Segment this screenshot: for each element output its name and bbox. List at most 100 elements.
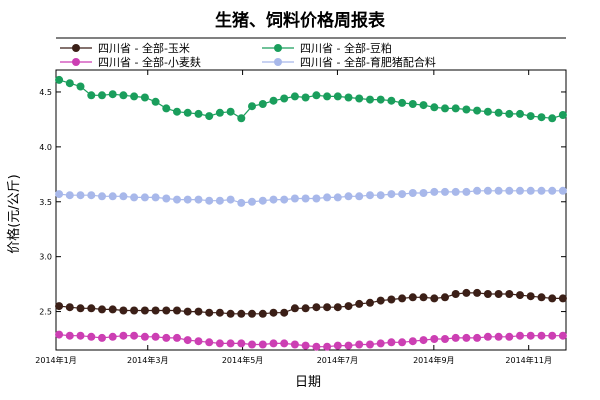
data-point: [537, 113, 546, 122]
data-point: [441, 104, 449, 113]
data-point: [387, 338, 396, 347]
data-point: [130, 306, 139, 315]
data-point: [355, 299, 364, 308]
data-point: [183, 307, 192, 316]
data-point: [473, 186, 482, 195]
data-point: [344, 93, 353, 102]
data-point: [441, 187, 449, 196]
data-point: [280, 308, 289, 317]
data-point: [248, 309, 256, 318]
data-point: [215, 339, 224, 348]
data-point: [387, 190, 396, 199]
data-point: [323, 303, 332, 312]
data-point: [194, 195, 203, 204]
data-point: [76, 304, 85, 313]
data-point: [333, 341, 342, 350]
data-point: [558, 331, 567, 340]
data-point: [441, 335, 449, 343]
data-point: [462, 288, 471, 297]
data-point: [526, 331, 535, 340]
data-point: [130, 92, 139, 101]
data-point: [119, 306, 128, 315]
data-point: [215, 108, 224, 117]
data-point: [151, 97, 160, 106]
data-point: [430, 187, 439, 196]
data-point: [430, 335, 439, 343]
data-point: [344, 192, 353, 201]
data-point: [205, 196, 214, 205]
data-point: [55, 330, 64, 339]
data-point: [408, 100, 417, 108]
x-axis-label: 日期: [295, 375, 321, 390]
data-point: [548, 331, 557, 340]
data-point: [505, 332, 514, 341]
data-point: [76, 191, 85, 200]
data-point: [215, 308, 224, 317]
data-point: [366, 298, 374, 307]
series-layer: [55, 75, 567, 351]
data-point: [65, 79, 74, 88]
data-point: [119, 331, 128, 340]
legend-item: 四川省 - 全部-育肥猪配合料: [262, 55, 436, 69]
data-point: [226, 309, 235, 318]
data-point: [301, 341, 310, 350]
data-point: [76, 82, 85, 91]
y-tick-label: 2.5: [39, 308, 52, 317]
data-point: [516, 291, 524, 300]
legend-label: 四川省 - 全部-豆粕: [300, 41, 392, 55]
data-point: [65, 303, 74, 312]
data-point: [151, 193, 160, 202]
legend-item: 四川省 - 全部-豆粕: [262, 41, 392, 55]
y-axis-label: 价格(元/公斤): [6, 174, 22, 254]
data-point: [473, 288, 482, 297]
data-point: [98, 91, 106, 100]
data-point: [226, 339, 235, 348]
legend-swatch-marker: [274, 58, 282, 66]
data-point: [55, 190, 64, 199]
data-point: [387, 96, 396, 105]
data-point: [108, 192, 117, 201]
data-point: [505, 290, 514, 298]
data-point: [205, 112, 214, 121]
data-point: [505, 109, 514, 118]
data-point: [108, 332, 117, 341]
data-point: [333, 303, 342, 312]
y-tick-label: 3.0: [39, 253, 52, 262]
x-tick-label: 2014年3月: [127, 355, 168, 365]
data-point: [537, 331, 546, 340]
y-tick-label: 4.0: [39, 143, 52, 152]
x-tick-label: 2014年5月: [222, 355, 263, 365]
data-point: [269, 195, 278, 204]
data-point: [87, 191, 96, 200]
data-point: [451, 187, 460, 196]
data-point: [526, 292, 535, 301]
data-point: [65, 191, 74, 200]
x-axis: 2014年1月 2014年3月 2014年5月 2014年7月 2014年9月 2014年…: [35, 70, 552, 365]
series: [55, 75, 567, 123]
data-point: [483, 107, 492, 116]
data-point: [387, 295, 396, 304]
data-point: [226, 107, 235, 116]
series: [55, 186, 567, 207]
data-point: [494, 332, 503, 341]
data-point: [558, 111, 567, 119]
data-point: [87, 332, 96, 341]
data-point: [162, 333, 171, 342]
data-point: [355, 340, 364, 349]
data-point: [462, 105, 471, 114]
data-point: [526, 112, 535, 121]
data-point: [258, 340, 267, 349]
data-point: [419, 101, 428, 110]
data-point: [548, 186, 557, 195]
data-point: [355, 94, 364, 103]
data-point: [483, 186, 492, 195]
data-point: [376, 339, 385, 348]
chart-title: 生猪、饲料价格周报表: [215, 10, 386, 31]
data-point: [323, 342, 332, 351]
data-point: [430, 294, 439, 303]
legend-swatch-marker: [72, 44, 80, 52]
x-tick-label: 2014年9月: [413, 355, 454, 365]
data-point: [183, 195, 192, 204]
data-point: [451, 104, 460, 113]
data-point: [248, 197, 256, 206]
